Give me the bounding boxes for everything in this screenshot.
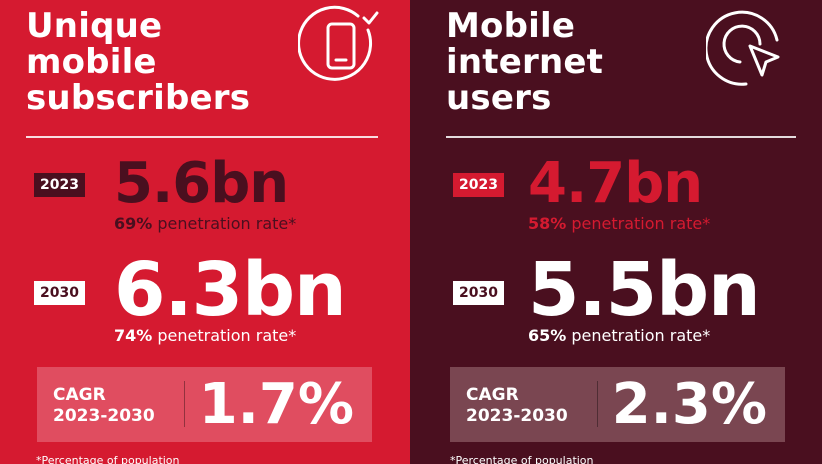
penetration-label: penetration rate* bbox=[152, 214, 297, 233]
mobile-phone-check-icon bbox=[298, 5, 379, 81]
year-badge-2023: 2023 bbox=[453, 173, 504, 197]
year-badge-2023: 2023 bbox=[34, 173, 85, 197]
year-badge-2030: 2030 bbox=[453, 281, 504, 305]
divider-line bbox=[26, 136, 378, 138]
title-line: Unique bbox=[26, 6, 163, 46]
divider-line bbox=[446, 136, 796, 138]
cagr-divider bbox=[184, 381, 185, 427]
title-line: mobile bbox=[26, 42, 157, 82]
penetration-rate-2023: 69% penetration rate* bbox=[114, 214, 296, 234]
subscribers-2023-value: 5.6bn bbox=[114, 151, 289, 216]
cagr-value: 2.3% bbox=[611, 372, 767, 437]
cursor-click-icon bbox=[706, 10, 780, 86]
internet-users-2023-value: 4.7bn bbox=[528, 151, 703, 216]
cagr-label: CAGR 2023-2030 bbox=[466, 385, 568, 427]
penetration-rate-2023: 58% penetration rate* bbox=[528, 214, 710, 234]
title-line: Mobile bbox=[446, 6, 576, 46]
footnote: *Percentage of population bbox=[36, 454, 180, 464]
panel-title: Unique mobile subscribers bbox=[26, 8, 250, 116]
penetration-percent: 69% bbox=[114, 214, 153, 233]
mobile-internet-users-panel: Mobile internet users 2023 4.7bn 58% pen… bbox=[410, 0, 822, 464]
penetration-rate-2030: 65% penetration rate* bbox=[528, 326, 710, 346]
subscribers-2030-value: 6.3bn bbox=[114, 247, 347, 333]
cagr-label: CAGR 2023-2030 bbox=[53, 385, 155, 427]
cagr-divider bbox=[597, 381, 598, 427]
penetration-percent: 74% bbox=[114, 326, 153, 345]
panel-title: Mobile internet users bbox=[446, 8, 603, 116]
cagr-value: 1.7% bbox=[198, 372, 354, 437]
internet-users-2030-value: 5.5bn bbox=[528, 247, 761, 333]
penetration-rate-2030: 74% penetration rate* bbox=[114, 326, 296, 346]
penetration-label: penetration rate* bbox=[566, 326, 711, 345]
cagr-box: CAGR 2023-2030 1.7% bbox=[37, 367, 372, 442]
unique-subscribers-panel: Unique mobile subscribers 2023 5.6bn 69%… bbox=[0, 0, 410, 464]
cagr-label-line: 2023-2030 bbox=[53, 406, 155, 426]
title-line: subscribers bbox=[26, 78, 251, 118]
penetration-label: penetration rate* bbox=[152, 326, 297, 345]
year-badge-2030: 2030 bbox=[34, 281, 85, 305]
penetration-label: penetration rate* bbox=[566, 214, 711, 233]
title-line: internet bbox=[446, 42, 604, 82]
cagr-label-line: CAGR bbox=[53, 385, 106, 405]
cagr-label-line: CAGR bbox=[466, 385, 519, 405]
penetration-percent: 65% bbox=[528, 326, 567, 345]
title-line: users bbox=[446, 78, 552, 118]
footnote: *Percentage of population bbox=[450, 454, 594, 464]
penetration-percent: 58% bbox=[528, 214, 567, 233]
cagr-box: CAGR 2023-2030 2.3% bbox=[450, 367, 785, 442]
cagr-label-line: 2023-2030 bbox=[466, 406, 568, 426]
